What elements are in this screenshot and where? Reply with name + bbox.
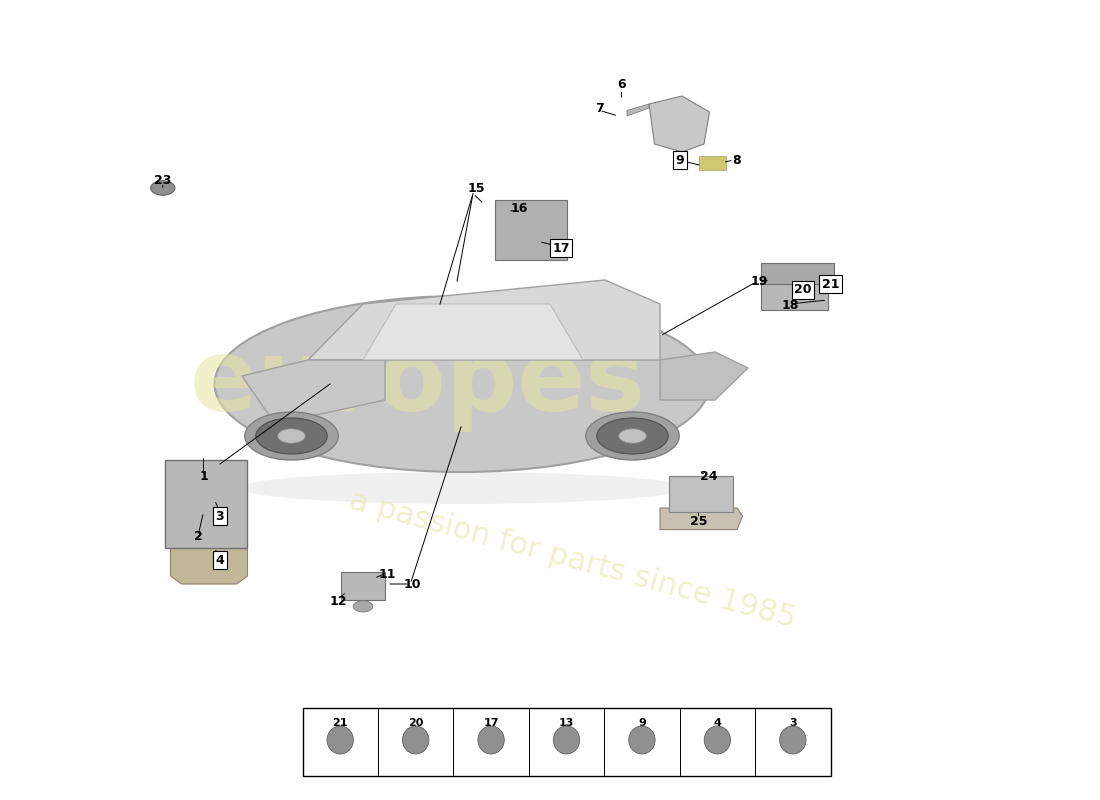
Text: 24: 24 [700,470,717,482]
Text: 4: 4 [216,554,224,566]
FancyBboxPatch shape [761,274,828,310]
Text: 17: 17 [483,718,498,728]
Text: 1: 1 [199,470,208,482]
Ellipse shape [629,726,656,754]
Ellipse shape [353,601,373,612]
Text: 18: 18 [781,299,799,312]
Polygon shape [242,360,385,424]
Text: 20: 20 [794,283,812,296]
FancyBboxPatch shape [495,200,566,260]
Bar [698,156,726,170]
Text: 11: 11 [378,568,396,581]
Ellipse shape [477,726,504,754]
Text: 13: 13 [559,718,574,728]
Ellipse shape [596,418,669,454]
Polygon shape [363,304,583,360]
Text: 6: 6 [617,78,626,90]
Ellipse shape [277,429,306,443]
FancyBboxPatch shape [761,263,834,284]
Ellipse shape [585,412,680,460]
Text: 25: 25 [690,515,707,528]
Polygon shape [660,352,748,400]
Ellipse shape [780,726,806,754]
Text: 3: 3 [789,718,796,728]
Text: 9: 9 [675,154,684,166]
Ellipse shape [553,726,580,754]
Text: 12: 12 [330,595,348,608]
Ellipse shape [151,181,175,195]
Bar [669,476,733,512]
Text: europes: europes [190,335,646,433]
Text: 4: 4 [714,718,722,728]
Text: 21: 21 [822,278,839,290]
Ellipse shape [255,418,328,454]
Text: 2: 2 [194,530,202,542]
Polygon shape [649,96,710,152]
Polygon shape [308,280,660,360]
Ellipse shape [403,726,429,754]
Text: 17: 17 [552,242,570,254]
Ellipse shape [239,472,684,504]
Text: 10: 10 [404,578,421,590]
Text: 3: 3 [216,510,224,522]
Text: a passion for parts since 1985: a passion for parts since 1985 [345,486,799,634]
Ellipse shape [327,726,353,754]
Text: 21: 21 [332,718,348,728]
Polygon shape [627,104,649,116]
Text: 9: 9 [638,718,646,728]
Bar [302,708,830,776]
Text: 8: 8 [733,154,741,166]
Text: 19: 19 [750,275,768,288]
Text: 7: 7 [595,102,604,114]
Polygon shape [660,508,743,530]
Ellipse shape [704,726,730,754]
Ellipse shape [618,429,647,443]
Ellipse shape [244,412,339,460]
Text: 20: 20 [408,718,424,728]
Bar [341,572,385,600]
FancyBboxPatch shape [165,460,248,548]
Polygon shape [170,544,248,584]
Text: 16: 16 [510,202,528,214]
Ellipse shape [214,296,710,472]
Text: 23: 23 [154,174,172,186]
Text: 15: 15 [468,182,485,194]
